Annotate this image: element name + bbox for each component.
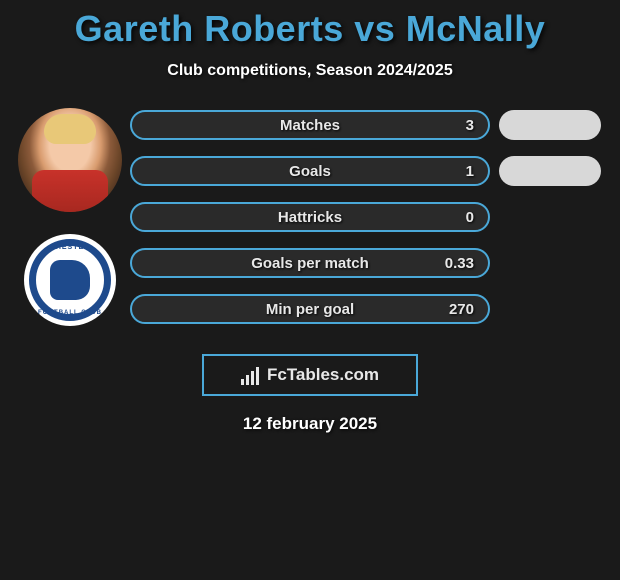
club-name-top: CHESTER xyxy=(50,244,90,251)
footer-brand-box: FcTables.com xyxy=(202,354,418,396)
stat-row-goals: Goals 1 xyxy=(130,156,490,186)
stat-pill: Matches 3 xyxy=(130,110,490,140)
stat-row-matches: Matches 3 xyxy=(130,110,490,140)
subtitle: Club competitions, Season 2024/2025 xyxy=(0,62,620,80)
club-logo-inner: CHESTER FOOTBALL CLUB xyxy=(29,239,111,321)
stat-label: Goals per match xyxy=(251,255,369,272)
club-crest-icon xyxy=(50,260,90,300)
club-name-bottom: FOOTBALL CLUB xyxy=(38,310,102,316)
opponent-pill-matches xyxy=(499,110,601,140)
stat-row-hattricks: Hattricks 0 xyxy=(130,202,490,232)
stat-label: Matches xyxy=(280,117,340,134)
stats-column: Matches 3 Goals 1 Hattricks 0 Goals per … xyxy=(130,108,490,324)
stat-row-goals-per-match: Goals per match 0.33 xyxy=(130,248,490,278)
stat-value: 0.33 xyxy=(445,255,474,272)
stat-label: Hattricks xyxy=(278,209,342,226)
player-avatar xyxy=(18,108,122,212)
left-column: CHESTER FOOTBALL CLUB xyxy=(10,108,130,326)
stat-value: 270 xyxy=(449,301,474,318)
stat-label: Goals xyxy=(289,163,331,180)
right-column xyxy=(490,108,610,186)
stat-pill: Goals 1 xyxy=(130,156,490,186)
page-title: Gareth Roberts vs McNally xyxy=(0,0,620,50)
chart-icon xyxy=(241,365,261,385)
stat-value: 1 xyxy=(466,163,474,180)
opponent-pill-goals xyxy=(499,156,601,186)
stat-value: 3 xyxy=(466,117,474,134)
footer-brand-text: FcTables.com xyxy=(267,365,379,385)
content-row: CHESTER FOOTBALL CLUB Matches 3 Goals 1 … xyxy=(0,108,620,326)
club-logo: CHESTER FOOTBALL CLUB xyxy=(24,234,116,326)
date-text: 12 february 2025 xyxy=(0,414,620,434)
stat-row-min-per-goal: Min per goal 270 xyxy=(130,294,490,324)
stat-label: Min per goal xyxy=(266,301,354,318)
stat-value: 0 xyxy=(466,209,474,226)
stat-pill: Hattricks 0 xyxy=(130,202,490,232)
stat-pill: Min per goal 270 xyxy=(130,294,490,324)
stat-pill: Goals per match 0.33 xyxy=(130,248,490,278)
